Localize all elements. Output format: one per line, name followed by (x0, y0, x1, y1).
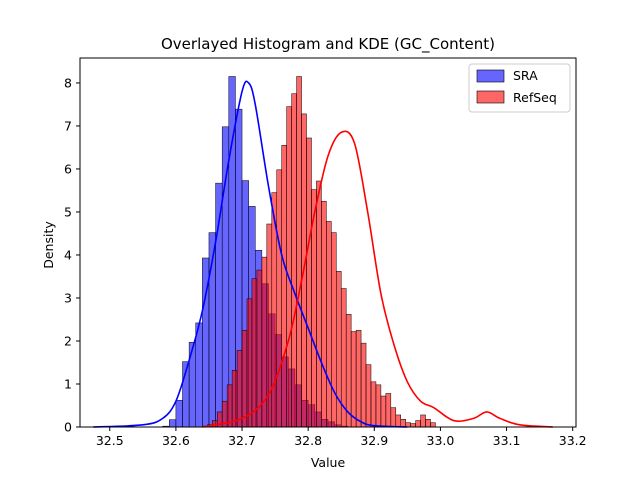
x-tick-label: 33.2 (559, 433, 587, 448)
refseq-bar (296, 76, 302, 428)
y-tick-label: 0 (64, 420, 72, 435)
refseq-bar (241, 329, 248, 428)
refseq-bar (400, 419, 406, 428)
y-tick-label: 5 (64, 204, 72, 219)
y-tick-label: 1 (64, 376, 72, 391)
kde-lines (93, 80, 553, 428)
refseq-bar (236, 350, 243, 428)
refseq-kde-line (202, 130, 553, 428)
x-tick-label: 32.6 (162, 433, 190, 448)
refseq-bar (246, 298, 253, 428)
refseq-bar (286, 106, 292, 428)
chart-title: Overlayed Histogram and KDE (GC_Content) (161, 35, 495, 54)
refseq-bar (281, 145, 287, 428)
refseq-bar (251, 278, 258, 428)
axes-frame (79, 57, 577, 428)
refseq-bar (350, 331, 357, 428)
refseq-bar (425, 419, 431, 428)
refseq-bar (390, 407, 397, 428)
x-tick-label: 32.5 (96, 433, 124, 448)
x-tick-label: 32.9 (360, 433, 388, 448)
refseq-bar (360, 342, 367, 428)
refseq-bar (256, 269, 263, 428)
refseq-bar (415, 420, 421, 428)
sra-bar (169, 419, 177, 428)
refseq-bar (420, 414, 426, 428)
sra-bar (221, 126, 230, 428)
y-tick-label: 6 (64, 161, 72, 176)
refseq-bar (231, 369, 238, 428)
refseq-bar (321, 200, 327, 428)
refseq-bar (226, 384, 233, 428)
y-tick-label: 7 (64, 118, 72, 133)
refseq-bar (365, 364, 372, 428)
refseq-bar (380, 395, 387, 428)
legend-swatch-sra (476, 69, 505, 83)
y-tick-label: 4 (64, 247, 72, 262)
y-tick-label: 3 (64, 290, 72, 305)
sra-kde-line (93, 80, 408, 428)
refseq-bar (430, 422, 436, 428)
refseq-bar (276, 169, 282, 428)
y-tick-label: 2 (64, 333, 72, 348)
x-tick-label: 33.0 (427, 433, 455, 448)
refseq-bar (326, 221, 332, 428)
sra-bar (195, 322, 203, 428)
y-tick-label: 8 (64, 75, 72, 90)
legend-label-sra: SRA (513, 68, 538, 83)
legend-swatch-refseq (476, 90, 505, 104)
y-axis-label: Density (41, 221, 56, 269)
refseq-bar (291, 93, 297, 428)
refseq-bar (410, 423, 416, 428)
legend: SRA RefSeq (468, 63, 571, 113)
refseq-bar (316, 180, 322, 428)
refseq-bar (331, 232, 337, 428)
legend-label-refseq: RefSeq (513, 90, 557, 105)
refseq-bar (385, 393, 392, 428)
refseq-bar (306, 137, 312, 428)
refseq-bar (355, 329, 362, 428)
x-tick-label: 32.8 (294, 433, 322, 448)
refseq-bar (370, 381, 377, 428)
x-axis: 32.5 32.6 32.7 32.8 32.9 33.0 33.1 33.2 (96, 427, 587, 448)
sra-bar (175, 400, 183, 428)
x-axis-label: Value (311, 455, 346, 470)
x-tick-label: 33.1 (493, 433, 521, 448)
x-tick-label: 32.7 (228, 433, 256, 448)
y-axis: 0 1 2 3 4 5 6 7 8 (64, 75, 80, 435)
refseq-bar (375, 384, 382, 428)
refseq-bar (395, 414, 401, 428)
